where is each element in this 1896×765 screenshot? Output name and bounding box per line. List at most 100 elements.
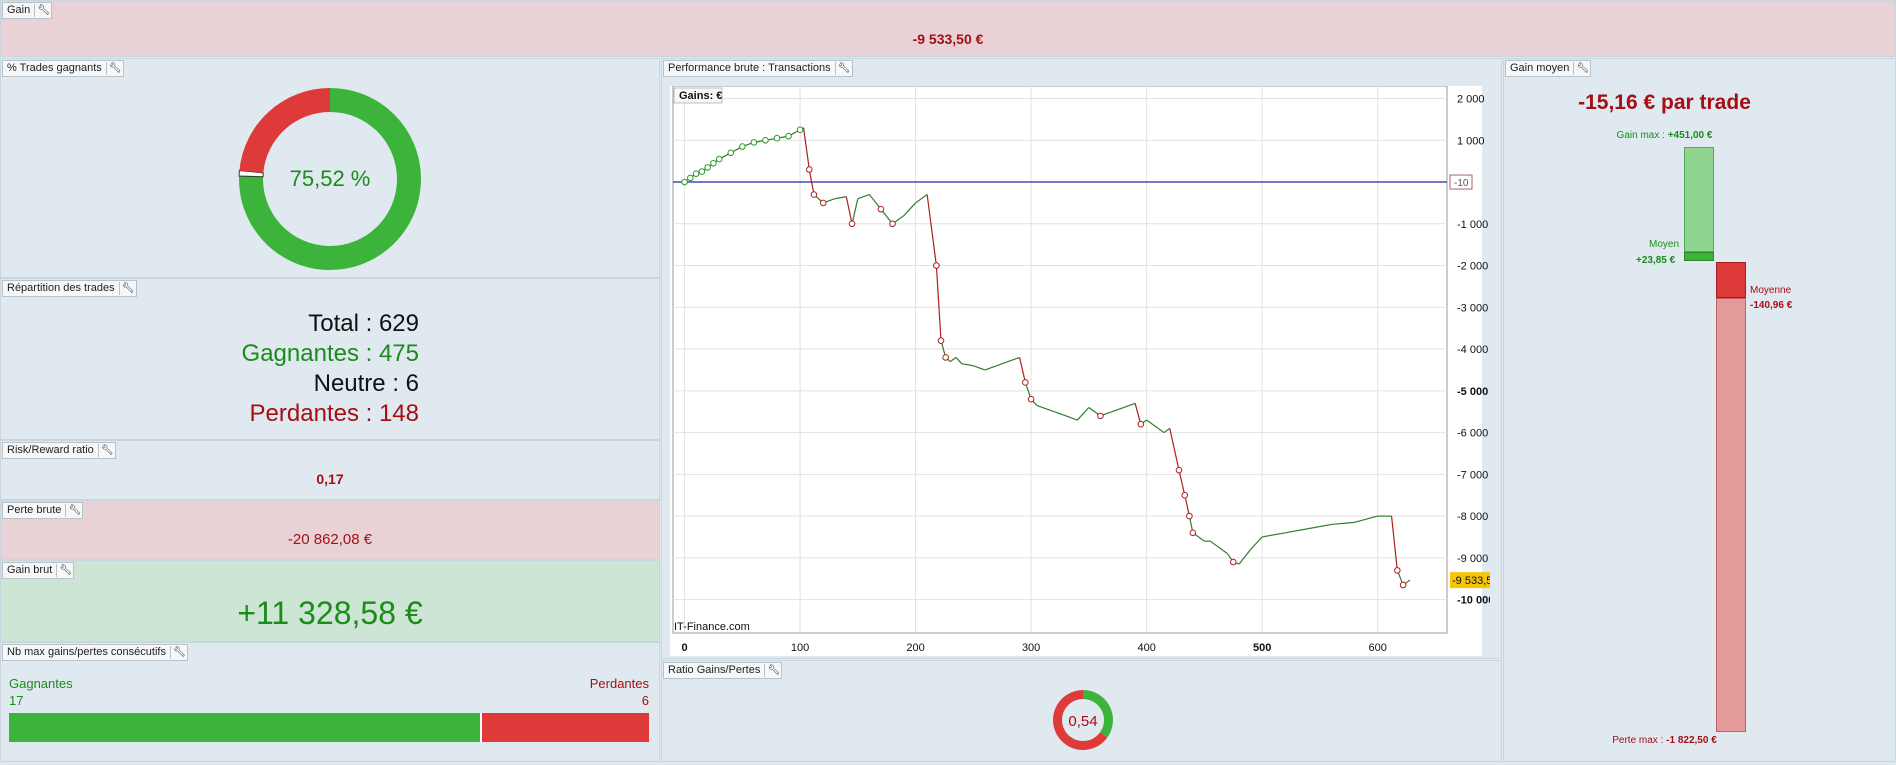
- consecutifs-perdantes-label: Perdantes: [589, 676, 649, 691]
- series-segment: [1042, 406, 1055, 413]
- gain-panel: Gain 🔧︎ -9 533,50 €: [0, 0, 1896, 57]
- series-segment: [1209, 540, 1217, 546]
- wrench-icon[interactable]: 🔧︎: [1573, 62, 1589, 75]
- wrench-icon[interactable]: 🔧︎: [834, 62, 850, 75]
- wrench-icon[interactable]: 🔧︎: [764, 664, 780, 677]
- gain-max-bar: [1684, 147, 1714, 252]
- series-segment: [851, 198, 859, 224]
- trades-gagnants-panel: % Trades gagnants 🔧︎ 75,52 %: [0, 58, 660, 278]
- perte-brute-title: Perte brute 🔧︎: [2, 502, 84, 519]
- moyen-gain-bar: [1684, 252, 1714, 261]
- series-segment: [1134, 403, 1142, 425]
- moyenne-caption: Moyenne: [1750, 285, 1792, 296]
- ratio-loss-slice: [1053, 690, 1108, 750]
- series-segment: [1157, 427, 1165, 434]
- plot-area: [672, 86, 1448, 634]
- win-trade-marker: [715, 155, 723, 163]
- perte-brute-panel: Perte brute 🔧︎ -20 862,08 €: [0, 500, 660, 560]
- loss-trade-marker: [877, 205, 885, 213]
- loss-slice: [239, 88, 330, 173]
- series-segment: [1262, 532, 1286, 538]
- neutre-trades: Neutre : 6: [313, 370, 419, 397]
- series-segment: [857, 194, 870, 200]
- loss-trade-marker: [1229, 558, 1237, 566]
- loss-trade-marker: [848, 220, 856, 228]
- wrench-icon[interactable]: 🔧︎: [34, 4, 50, 17]
- win-trade-marker: [773, 134, 781, 142]
- series-segment: [1178, 470, 1186, 496]
- performance-panel: Performance brute : Transactions 🔧︎ 2 000…: [661, 58, 1502, 659]
- series-segment: [1152, 423, 1159, 429]
- y-tick-label: -10 000: [1457, 595, 1490, 607]
- win-trade-marker: [681, 178, 688, 186]
- series-segment: [1221, 549, 1228, 555]
- perte-brute-value: -20 862,08 €: [287, 531, 373, 548]
- consecutifs-bar: [9, 713, 649, 742]
- ratio-title: Ratio Gains/Pertes 🔧︎: [663, 662, 783, 679]
- win-trade-marker: [739, 143, 746, 150]
- gain-panel-title: Gain 🔧︎: [2, 2, 53, 19]
- x-tick-label: 300: [1022, 642, 1040, 654]
- total-trades: Total : 629: [308, 310, 419, 337]
- series-segment: [1215, 544, 1223, 550]
- y-tick-label: -2 000: [1457, 261, 1488, 273]
- loss-trade-marker: [806, 166, 813, 173]
- x-tick-label: 200: [906, 642, 924, 654]
- gain-value: -9 533,50 €: [912, 31, 984, 47]
- neutral-slice: [238, 170, 264, 178]
- series-segment: [1169, 428, 1180, 471]
- performance-title: Performance brute : Transactions 🔧︎: [663, 60, 853, 77]
- series-segment: [1354, 515, 1378, 523]
- y-tick-label: 2 000: [1457, 94, 1485, 106]
- y-tick-label: -7 000: [1457, 469, 1488, 481]
- wrench-icon[interactable]: 🔧︎: [118, 282, 134, 295]
- series-segment: [802, 127, 810, 170]
- wrench-icon[interactable]: 🔧︎: [65, 504, 81, 517]
- consecutifs-panel: Nb max gains/pertes consécutifs 🔧︎ Gagnan…: [0, 642, 660, 762]
- series-segment: [949, 356, 957, 363]
- loss-trade-marker: [937, 337, 945, 345]
- series-segment: [845, 196, 853, 224]
- series-segment: [1308, 523, 1332, 530]
- ratio-donut-chart: 0,54: [1053, 690, 1113, 750]
- series-segment: [1184, 495, 1190, 517]
- gagnantes-trades: Gagnantes : 475: [241, 340, 419, 367]
- y-tick-label: -4 000: [1457, 344, 1488, 356]
- gain-brut-value: +11 328,58 €: [237, 595, 423, 631]
- repartition-title: Répartition des trades 🔧︎: [2, 280, 137, 297]
- consecutifs-win-bar: [9, 713, 483, 742]
- win-percent-text: 75,52 %: [290, 166, 371, 191]
- series-segment: [1054, 411, 1066, 417]
- series-segment: [903, 202, 917, 216]
- x-tick-label: 600: [1369, 642, 1387, 654]
- perte-max-bar: [1716, 298, 1746, 732]
- wrench-icon[interactable]: 🔧︎: [97, 444, 114, 457]
- series-segment: [808, 169, 815, 195]
- win-trade-marker: [710, 159, 717, 167]
- loss-trade-marker: [933, 262, 940, 269]
- ratio-panel: Ratio Gains/Pertes 🔧︎ 0,54: [661, 660, 1502, 762]
- wrench-icon[interactable]: 🔧︎: [169, 646, 186, 659]
- y-tick-label: -9 000: [1457, 553, 1488, 565]
- gain-brut-panel: Gain brut 🔧︎ +11 328,58 €: [0, 560, 660, 642]
- series-segment: [1123, 402, 1136, 409]
- wrench-icon[interactable]: 🔧︎: [105, 62, 122, 75]
- win-trade-marker: [750, 139, 758, 146]
- wrench-icon[interactable]: 🔧︎: [56, 564, 72, 577]
- gain-moyen-title: Gain moyen 🔧︎: [1505, 60, 1592, 77]
- consecutifs-gagnantes-label: Gagnantes: [9, 676, 73, 691]
- loss-trade-marker: [1097, 412, 1104, 420]
- y-tick-label: 1 000: [1457, 135, 1485, 147]
- win-trade-marker: [796, 126, 804, 134]
- loss-trade-marker: [819, 199, 827, 207]
- risk-reward-panel: Risk/Reward ratio 🔧︎ 0,17: [0, 440, 660, 500]
- y-tick-label: -1 000: [1457, 219, 1488, 231]
- win-trade-marker: [687, 174, 694, 182]
- moyenne-loss-bar: [1716, 262, 1746, 298]
- chart-legend-box: [673, 87, 723, 104]
- loss-trade-marker: [810, 191, 818, 198]
- series-segment: [926, 194, 937, 266]
- moyen-caption: Moyen: [1649, 239, 1680, 250]
- win-trade-marker: [692, 170, 700, 177]
- consecutifs-gagnantes-value: 17: [9, 693, 24, 708]
